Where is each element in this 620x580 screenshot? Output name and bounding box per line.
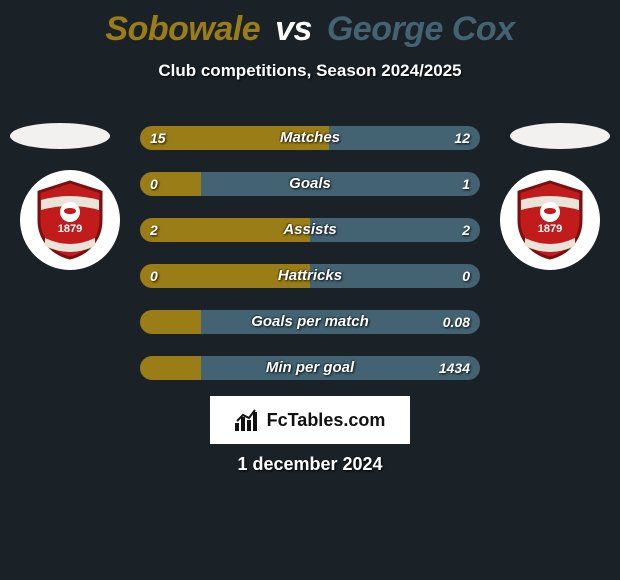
title-vs: vs xyxy=(275,10,312,48)
stat-label: Hattricks xyxy=(140,264,480,288)
stat-label: Assists xyxy=(140,218,480,242)
page-title: Sobowale vs George Cox xyxy=(0,0,620,49)
club-badge-left: 1879 xyxy=(20,170,120,270)
stat-label: Min per goal xyxy=(140,356,480,380)
stat-row: 00Hattricks xyxy=(140,264,480,288)
badge-year: 1879 xyxy=(538,223,562,235)
stat-row: 1434Min per goal xyxy=(140,356,480,380)
stat-row: 1512Matches xyxy=(140,126,480,150)
attribution-text: FcTables.com xyxy=(267,410,386,431)
stat-label: Matches xyxy=(140,126,480,150)
bar-chart-icon xyxy=(235,409,261,431)
player-left-head-placeholder xyxy=(10,123,110,149)
badge-year: 1879 xyxy=(58,223,82,235)
attribution-badge: FcTables.com xyxy=(210,396,410,444)
subtitle: Club competitions, Season 2024/2025 xyxy=(0,61,620,81)
shield-icon: 1879 xyxy=(35,180,105,260)
stat-row: 0.08Goals per match xyxy=(140,310,480,334)
snapshot-date: 1 december 2024 xyxy=(0,454,620,475)
title-player-left: Sobowale xyxy=(105,10,260,48)
club-badge-right: 1879 xyxy=(500,170,600,270)
title-player-right: George Cox xyxy=(327,10,515,48)
player-right-head-placeholder xyxy=(510,123,610,149)
comparison-bars: 1512Matches 01Goals 22Assists 00Hattricks 0.… xyxy=(140,126,480,402)
shield-icon: 1879 xyxy=(515,180,585,260)
stat-row: 01Goals xyxy=(140,172,480,196)
stat-row: 22Assists xyxy=(140,218,480,242)
stat-label: Goals xyxy=(140,172,480,196)
stat-label: Goals per match xyxy=(140,310,480,334)
